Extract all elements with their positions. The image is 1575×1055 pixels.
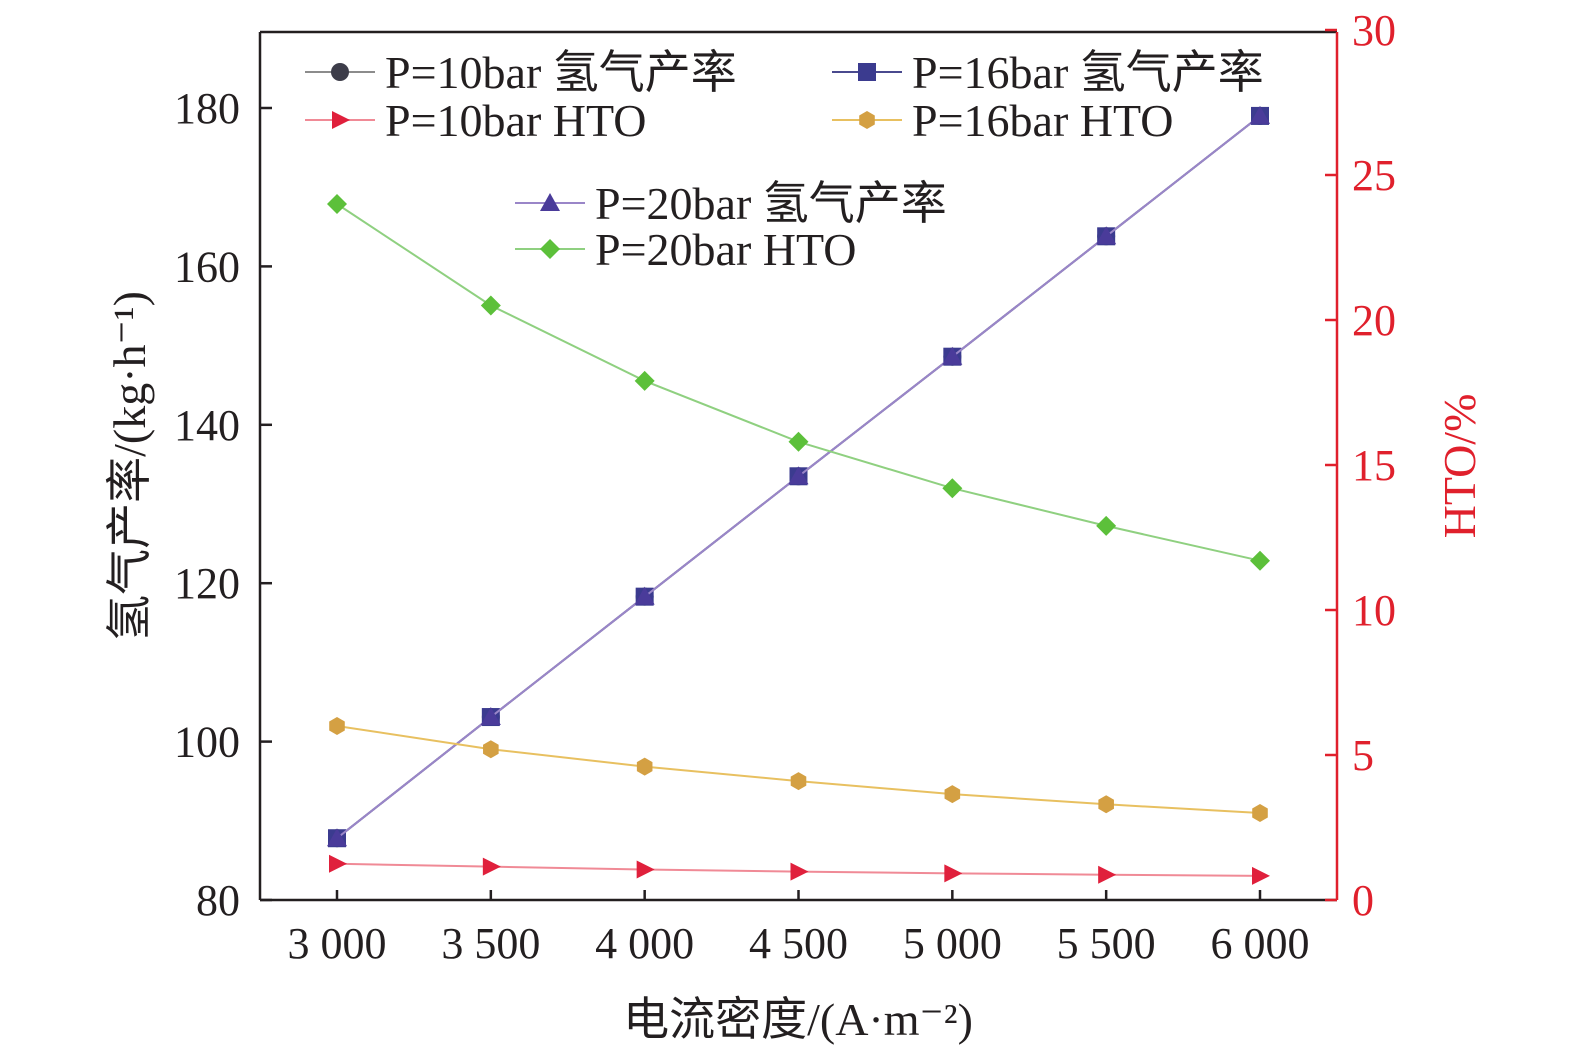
legend-label: P=16bar HTO	[912, 95, 1173, 146]
data-point	[1250, 550, 1270, 571]
data-point	[788, 431, 809, 452]
y2-tick-label: 15	[1352, 441, 1396, 490]
x-axis-ticks: 3 000 3 500 4 000 4 500 5 000 5 500 6 000	[288, 890, 1310, 968]
data-point	[944, 864, 963, 883]
data-point	[1098, 865, 1117, 884]
data-point	[944, 785, 961, 804]
x-tick-label: 3 000	[288, 919, 387, 968]
data-point	[1252, 804, 1268, 822]
left-y-axis-ticks: 80 100 120 140 160 180	[174, 84, 272, 925]
legend-label: P=10bar 氢气产率	[385, 47, 737, 98]
data-point	[327, 194, 347, 214]
data-point	[329, 717, 345, 735]
y-tick-label: 80	[196, 876, 240, 925]
legend-marker	[859, 111, 875, 129]
data-point	[790, 772, 807, 791]
legend-item: P=16bar 氢气产率	[832, 47, 1264, 98]
x-tick-label: 5 000	[903, 919, 1002, 968]
y2-tick-label: 0	[1352, 876, 1374, 925]
y-axis-label: 氢气产率/(kg·h⁻¹)	[104, 291, 155, 641]
legend-marker	[331, 63, 349, 81]
legend-label: P=16bar 氢气产率	[912, 47, 1264, 98]
data-point	[636, 757, 653, 776]
y2-tick-label: 20	[1352, 296, 1396, 345]
legend-item: P=10bar HTO	[305, 95, 646, 146]
data-point	[1252, 866, 1270, 885]
legend-label: P=20bar 氢气产率	[595, 178, 947, 229]
data-point	[1098, 795, 1114, 814]
legend-marker	[332, 111, 350, 129]
series-5	[329, 717, 1268, 822]
legend-marker	[540, 239, 560, 259]
data-point	[1096, 515, 1117, 536]
y2-tick-label: 30	[1352, 6, 1396, 55]
y-tick-label: 180	[174, 84, 240, 133]
legend-item: P=20bar 氢气产率	[515, 178, 947, 229]
legend-marker	[858, 63, 876, 81]
data-point	[634, 370, 655, 391]
data-point	[327, 828, 347, 847]
legend-label: P=20bar HTO	[595, 224, 856, 275]
data-point	[1096, 226, 1117, 245]
data-point	[329, 854, 347, 873]
x-tick-label: 3 500	[441, 919, 540, 968]
data-point	[483, 740, 499, 759]
data-point	[480, 295, 501, 316]
y-tick-label: 100	[174, 718, 240, 767]
legend-marker	[540, 193, 560, 211]
series-4	[329, 854, 1270, 885]
x-tick-label: 5 500	[1057, 919, 1156, 968]
legend: P=10bar 氢气产率 P=16bar 氢气产率 P=20bar 氢气产率 P=10…	[305, 47, 1264, 275]
data-point	[942, 346, 963, 365]
right-y-axis-ticks: 0 5 10 15 20 25 30	[1325, 6, 1396, 925]
x-tick-label: 4 500	[749, 919, 848, 968]
data-point	[1250, 105, 1270, 124]
y2-axis-label: HTO/%	[1434, 394, 1485, 539]
x-tick-label: 4 000	[595, 919, 694, 968]
series-3	[327, 105, 1270, 847]
legend-item: P=16bar HTO	[832, 95, 1173, 146]
y2-tick-label: 10	[1352, 586, 1396, 635]
y-tick-label: 120	[174, 559, 240, 608]
y2-tick-label: 5	[1352, 731, 1374, 780]
data-point	[788, 466, 809, 485]
y-tick-label: 140	[174, 401, 240, 450]
data-point	[942, 478, 963, 499]
legend-label: P=10bar HTO	[385, 95, 646, 146]
data-point	[482, 857, 501, 876]
x-axis-label: 电流密度/(A·m⁻²)	[623, 994, 973, 1045]
legend-item: P=10bar 氢气产率	[305, 47, 737, 98]
x-tick-label: 6 000	[1211, 919, 1310, 968]
series-6	[327, 194, 1270, 571]
y-tick-label: 160	[174, 242, 240, 291]
data-point	[480, 707, 501, 726]
data-point	[634, 586, 655, 605]
series-layer	[327, 105, 1270, 885]
legend-item: P=20bar HTO	[515, 224, 856, 275]
y2-tick-label: 25	[1352, 151, 1396, 200]
data-point	[790, 862, 809, 881]
data-point	[636, 860, 655, 879]
series-line	[336, 725, 1261, 814]
